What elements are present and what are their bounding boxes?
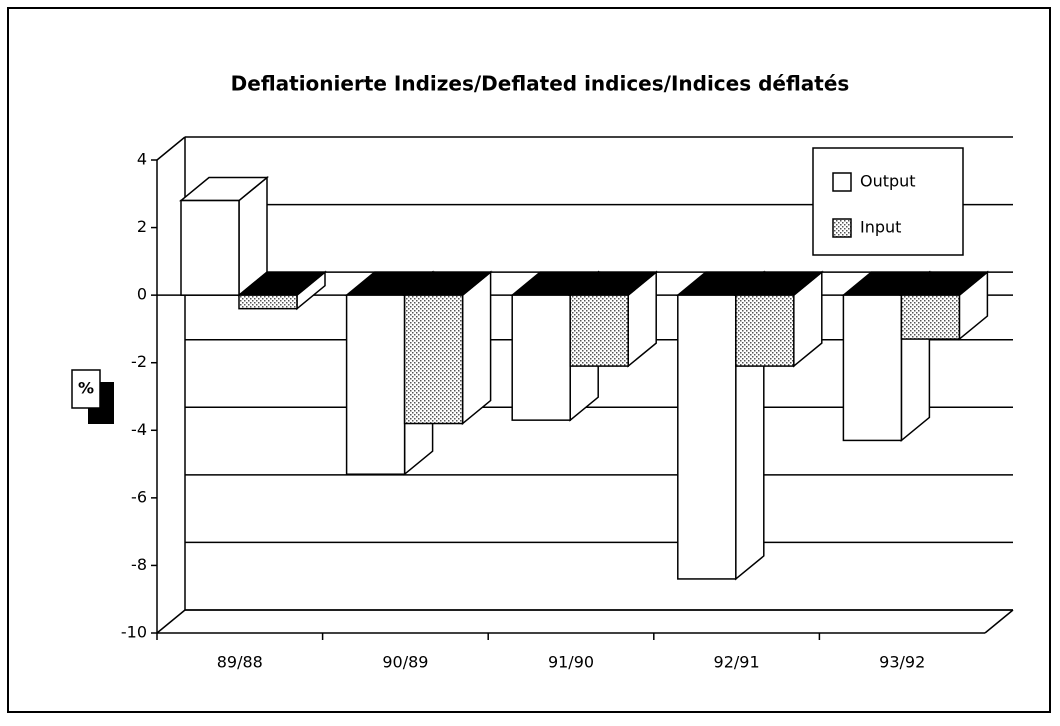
y-tick-label: -4	[131, 420, 147, 439]
legend: Output Input	[812, 147, 964, 256]
legend-label: Input	[860, 218, 901, 237]
bar	[345, 294, 406, 475]
bar	[403, 294, 464, 425]
x-tick-label: 92/91	[714, 653, 760, 672]
bar	[238, 294, 298, 310]
legend-box	[812, 147, 964, 256]
bar-side	[461, 270, 492, 426]
y-axis-label: %	[78, 379, 94, 398]
legend-label: Output	[860, 172, 916, 191]
x-tick-label: 91/90	[548, 653, 594, 672]
y-tick-label: 4	[137, 150, 147, 169]
y-tick-label: 0	[137, 285, 147, 304]
side-wall-top	[156, 136, 186, 161]
y-label-box: %	[71, 369, 114, 424]
y-tick-label: -6	[131, 487, 147, 506]
bar	[569, 294, 629, 367]
bar	[900, 294, 961, 340]
bar	[842, 294, 903, 442]
floor-right	[984, 609, 1014, 634]
bar	[677, 294, 737, 580]
side-wall-bottom	[156, 609, 186, 634]
y-tick-label: -8	[131, 555, 147, 574]
bar	[180, 199, 240, 296]
x-tick-label: 93/92	[879, 653, 925, 672]
y-tick-label: 2	[137, 217, 147, 236]
legend-swatch	[832, 172, 852, 192]
legend-swatch	[832, 218, 852, 238]
y-tick-label: -10	[121, 623, 147, 642]
y-tick-label: -2	[131, 352, 147, 371]
x-tick-label: 89/88	[217, 653, 263, 672]
x-tick-label: 90/89	[382, 653, 428, 672]
bar	[511, 294, 571, 421]
chart-title: Deflationierte Indizes/Deflated indices/…	[231, 72, 850, 96]
bar	[735, 294, 795, 367]
frame	[7, 7, 1051, 713]
